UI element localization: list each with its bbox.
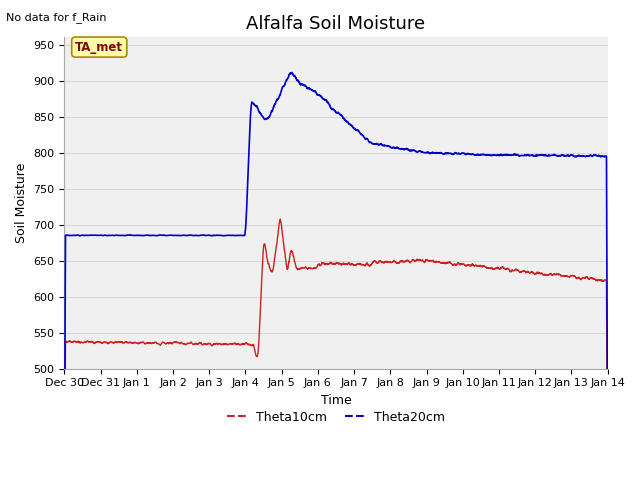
- Legend: Theta10cm, Theta20cm: Theta10cm, Theta20cm: [222, 406, 450, 429]
- Text: TA_met: TA_met: [76, 41, 124, 54]
- Y-axis label: Soil Moisture: Soil Moisture: [15, 163, 28, 243]
- X-axis label: Time: Time: [321, 394, 351, 407]
- Title: Alfalfa Soil Moisture: Alfalfa Soil Moisture: [246, 15, 426, 33]
- Text: No data for f_Rain: No data for f_Rain: [6, 12, 107, 23]
